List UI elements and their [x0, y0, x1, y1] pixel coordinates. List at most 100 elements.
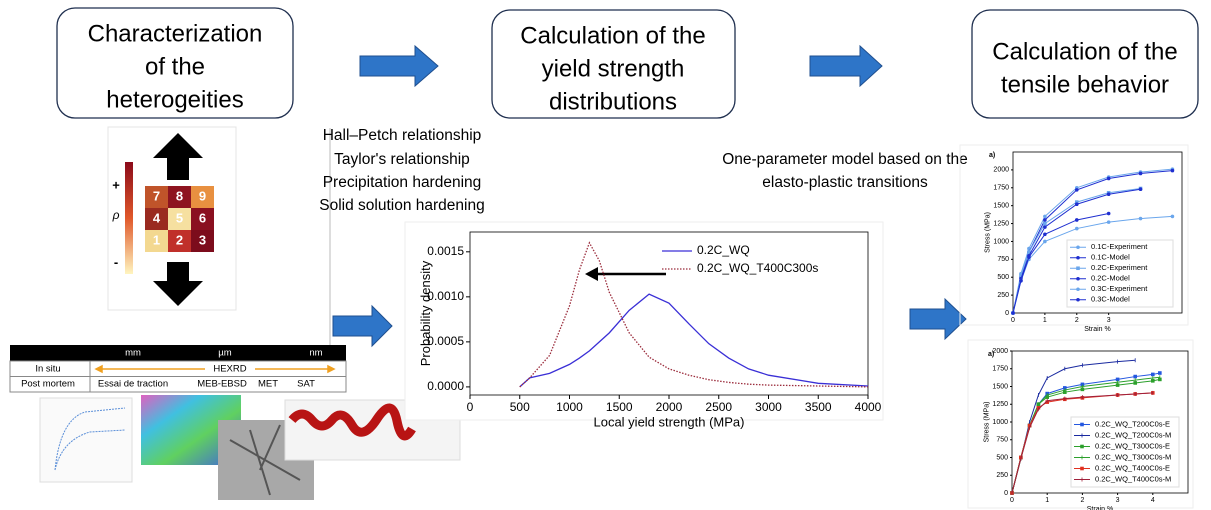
y-tick-label: 1750 — [993, 185, 1009, 192]
colorbar-plus: + — [112, 177, 120, 192]
y-tick-label: 2000 — [993, 167, 1009, 174]
marker — [1080, 423, 1084, 427]
box-text: distributions — [549, 88, 677, 115]
x-tick-label: 3000 — [755, 400, 782, 414]
marker — [1043, 218, 1047, 222]
cell-label: 1 — [153, 232, 160, 247]
y-tick-label: 0 — [1005, 310, 1009, 317]
cell-label: 8 — [176, 188, 183, 203]
x-axis-label: Strain % — [1087, 506, 1113, 510]
y-tick-label: 1500 — [993, 203, 1009, 210]
page: { "boxes": [ {"lines": ["Characterizatio… — [0, 0, 1211, 510]
marker — [1027, 255, 1031, 259]
box-text: Characterization — [88, 20, 263, 47]
box-text: yield strength — [542, 55, 685, 82]
y-tick-label: 1000 — [993, 238, 1009, 245]
model-note: elasto-plastic transitions — [762, 174, 928, 191]
model-note: One-parameter model based on the — [722, 151, 968, 168]
marker — [1139, 172, 1143, 176]
marker — [1075, 218, 1079, 222]
y-tick-label: 750 — [997, 256, 1009, 263]
chart-background — [405, 222, 883, 420]
marker — [1139, 217, 1143, 221]
legend-label: 0.2C_WQ_T200C0s-E — [1095, 419, 1170, 428]
y-axis-label: Probability density — [418, 260, 433, 366]
legend-label: 0.2C_WQ_T300C0s-E — [1095, 441, 1170, 450]
marker — [1075, 202, 1079, 206]
panel-label: a) — [989, 152, 995, 159]
table-cell: Post mortem — [21, 379, 75, 390]
box-text: heterogeities — [106, 86, 243, 113]
relationship: Hall–Petch relationship — [323, 127, 482, 144]
marker — [1139, 187, 1143, 191]
marker — [1076, 298, 1080, 302]
marker — [1171, 215, 1175, 219]
table-cell: In situ — [35, 364, 60, 375]
relationship: Taylor's relationship — [334, 151, 470, 168]
x-tick-label: 0 — [1010, 497, 1014, 504]
marker — [1076, 287, 1080, 291]
marker — [1107, 192, 1111, 196]
y-tick-label: 0.0000 — [427, 379, 464, 393]
marker — [1011, 311, 1015, 315]
marker — [1080, 445, 1084, 449]
x-tick-label: 1500 — [606, 400, 633, 414]
y-tick-label: 0.0015 — [427, 244, 464, 258]
y-tick-label: 0 — [1004, 490, 1008, 497]
x-tick-label: 2 — [1075, 317, 1079, 324]
marker — [1158, 371, 1162, 375]
marker — [1076, 277, 1080, 281]
table-cell: MET — [258, 379, 278, 390]
marker — [1076, 266, 1080, 270]
legend-label: 0.2C-Model — [1091, 274, 1130, 283]
y-tick-label: 1500 — [992, 383, 1008, 390]
box-text: of the — [145, 53, 205, 80]
y-tick-label: 250 — [996, 472, 1008, 479]
y-axis-label: Stress (MPa) — [985, 212, 992, 253]
x-tick-label: 2500 — [705, 400, 732, 414]
marker — [1107, 177, 1111, 181]
legend-label: 0.1C-Experiment — [1091, 242, 1148, 251]
table-header-cell: nm — [309, 348, 322, 359]
panel-label: a) — [988, 351, 994, 358]
y-tick-label: 750 — [996, 437, 1008, 444]
colorbar — [125, 162, 133, 274]
x-tick-label: 0 — [467, 400, 474, 414]
x-tick-label: 4 — [1151, 497, 1155, 504]
box-text: Calculation of the — [520, 22, 705, 49]
y-tick-label: 1250 — [992, 401, 1008, 408]
x-tick-label: 500 — [510, 400, 530, 414]
legend-label: 0.2C_WQ_T400C0s-E — [1095, 463, 1170, 472]
legend-label: 0.2C_WQ_T300C0s-M — [1095, 452, 1171, 461]
y-tick-label: 500 — [996, 454, 1008, 461]
marker — [1151, 373, 1155, 377]
x-tick-label: 2000 — [656, 400, 683, 414]
cell-label: 7 — [153, 188, 160, 203]
y-tick-label: 500 — [997, 274, 1009, 281]
table-cell: MEB-EBSD — [197, 379, 247, 390]
cell-label: 4 — [153, 210, 161, 225]
x-axis-label: Local yield strength (MPa) — [593, 414, 744, 429]
table-cell: HEXRD — [213, 364, 246, 375]
y-tick-label: 250 — [997, 292, 1009, 299]
x-tick-label: 1 — [1045, 497, 1049, 504]
marker — [1107, 212, 1111, 216]
table-header-cell: µm — [218, 348, 231, 359]
legend-label: 0.3C-Model — [1091, 295, 1130, 304]
marker — [1075, 188, 1079, 192]
marker — [1133, 375, 1137, 379]
x-tick-label: 4000 — [855, 400, 882, 414]
cell-label: 9 — [199, 188, 206, 203]
marker — [1043, 225, 1047, 229]
cell-label: 2 — [176, 232, 183, 247]
y-tick-label: 1250 — [993, 220, 1009, 227]
box-text: tensile behavior — [1001, 71, 1169, 98]
cell-label: 5 — [176, 210, 183, 225]
legend-label: 0.2C_WQ_T400C0s-M — [1095, 474, 1171, 483]
y-tick-label: 1750 — [992, 366, 1008, 373]
x-axis-label: Strain % — [1084, 326, 1110, 333]
y-axis-label: Stress (MPa) — [984, 402, 991, 443]
x-tick-label: 3 — [1107, 317, 1111, 324]
marker — [1080, 467, 1084, 471]
cell-label: 6 — [199, 210, 206, 225]
